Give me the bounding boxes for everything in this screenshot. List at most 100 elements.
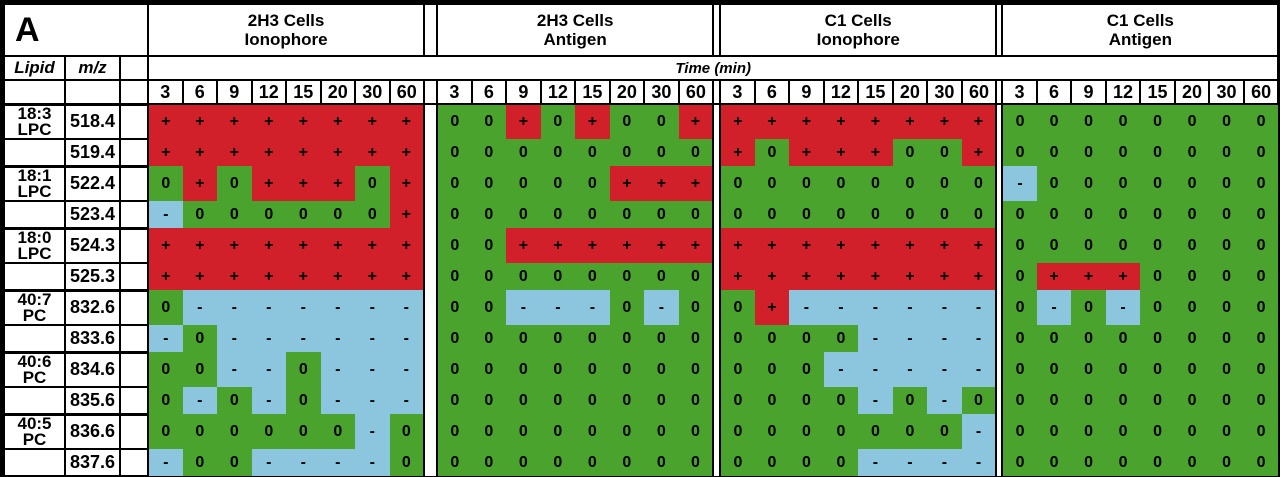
data-cell: + (389, 104, 425, 139)
data-cell: - (858, 290, 893, 325)
data-cell: 0 (471, 201, 507, 228)
spacer-cell (3, 79, 66, 105)
data-cell: - (858, 387, 893, 414)
lipid-name-cell: 40:5 PC (3, 412, 66, 450)
data-cell: - (961, 290, 997, 325)
data-cell: 0 (1209, 449, 1244, 476)
data-cell: 0 (471, 263, 507, 290)
data-cell: - (789, 290, 824, 325)
data-cell: + (320, 139, 356, 166)
data-cell: - (320, 449, 356, 476)
data-cell: 0 (609, 414, 645, 449)
data-cell: 0 (540, 352, 576, 387)
data-cell: - (320, 387, 356, 414)
data-cell: + (148, 104, 183, 139)
data-cell: 0 (1002, 104, 1037, 139)
data-cell: 0 (609, 104, 645, 139)
data-cell: 0 (1243, 201, 1279, 228)
data-cell: + (858, 104, 893, 139)
data-cell: 0 (1243, 387, 1279, 414)
data-cell: + (720, 104, 755, 139)
data-cell: - (823, 290, 859, 325)
data-cell: + (754, 228, 790, 263)
time-tick: 6 (181, 79, 219, 105)
data-cell: - (217, 352, 252, 387)
data-cell: 0 (1140, 325, 1175, 352)
data-cell: - (961, 325, 997, 352)
data-cell: 0 (644, 325, 679, 352)
data-cell: 0 (789, 449, 824, 476)
spacer-cell (118, 226, 150, 264)
data-cell: 0 (720, 290, 755, 325)
data-cell: + (355, 263, 390, 290)
data-cell: 0 (823, 414, 859, 449)
spacer-cell (118, 412, 150, 450)
lipid-name-cell: 18:0 LPC (3, 226, 66, 264)
data-cell: - (961, 414, 997, 449)
time-tick: 60 (677, 79, 715, 105)
data-cell: - (251, 449, 287, 476)
data-cell: 0 (286, 414, 321, 449)
data-cell: 0 (506, 352, 541, 387)
data-cell: 0 (892, 414, 928, 449)
data-cell: - (389, 290, 425, 325)
data-cell: 0 (1209, 228, 1244, 263)
data-cell: 0 (1002, 414, 1037, 449)
data-cell: 0 (1243, 290, 1279, 325)
spacer-cell (118, 350, 150, 388)
time-tick: 12 (1104, 79, 1142, 105)
panel-title: C1 Cells Antigen (1001, 3, 1280, 57)
mz-value-cell: 837.6 (64, 448, 121, 477)
data-cell: 0 (1174, 104, 1210, 139)
data-cell: 0 (961, 387, 997, 414)
time-tick: 30 (926, 79, 963, 105)
time-tick: 60 (1242, 79, 1280, 105)
data-cell: 0 (217, 414, 252, 449)
data-cell: + (858, 228, 893, 263)
data-cell: - (506, 290, 541, 325)
data-cell: + (286, 139, 321, 166)
data-cell: 0 (609, 449, 645, 476)
data-cell: - (217, 290, 252, 325)
data-cell: - (927, 449, 962, 476)
data-cell: 0 (1105, 387, 1141, 414)
spacer-cell (118, 164, 150, 202)
data-cell: 0 (789, 201, 824, 228)
data-cell: 0 (1140, 104, 1175, 139)
data-cell: 0 (1243, 352, 1279, 387)
data-cell: 0 (437, 414, 472, 449)
data-cell: 0 (1243, 325, 1279, 352)
data-cell: 0 (148, 414, 183, 449)
spacer-cell (712, 3, 722, 57)
data-cell: - (927, 290, 962, 325)
data-cell: + (355, 104, 390, 139)
data-cell: - (286, 449, 321, 476)
data-cell: 0 (575, 325, 610, 352)
data-cell: + (858, 263, 893, 290)
data-cell: 0 (720, 325, 755, 352)
data-cell: 0 (609, 325, 645, 352)
data-cell: 0 (1140, 201, 1175, 228)
data-cell: 0 (644, 139, 679, 166)
data-cell: 0 (1209, 414, 1244, 449)
data-cell: 0 (1174, 263, 1210, 290)
data-cell: + (389, 263, 425, 290)
time-tick: 3 (147, 79, 184, 105)
data-cell: 0 (575, 201, 610, 228)
data-cell: 0 (720, 201, 755, 228)
data-cell: 0 (1243, 104, 1279, 139)
data-cell: 0 (1036, 449, 1072, 476)
data-cell: 0 (540, 104, 576, 139)
data-cell: 0 (540, 325, 576, 352)
data-cell: - (217, 325, 252, 352)
data-cell: - (927, 325, 962, 352)
data-cell: 0 (437, 290, 472, 325)
data-cell: + (961, 263, 997, 290)
data-cell: + (148, 228, 183, 263)
lipid-name-cell (3, 386, 66, 415)
lipid-name-cell: 18:1 LPC (3, 164, 66, 202)
data-cell: 0 (1071, 139, 1106, 166)
time-tick: 6 (470, 79, 508, 105)
data-cell: + (286, 228, 321, 263)
